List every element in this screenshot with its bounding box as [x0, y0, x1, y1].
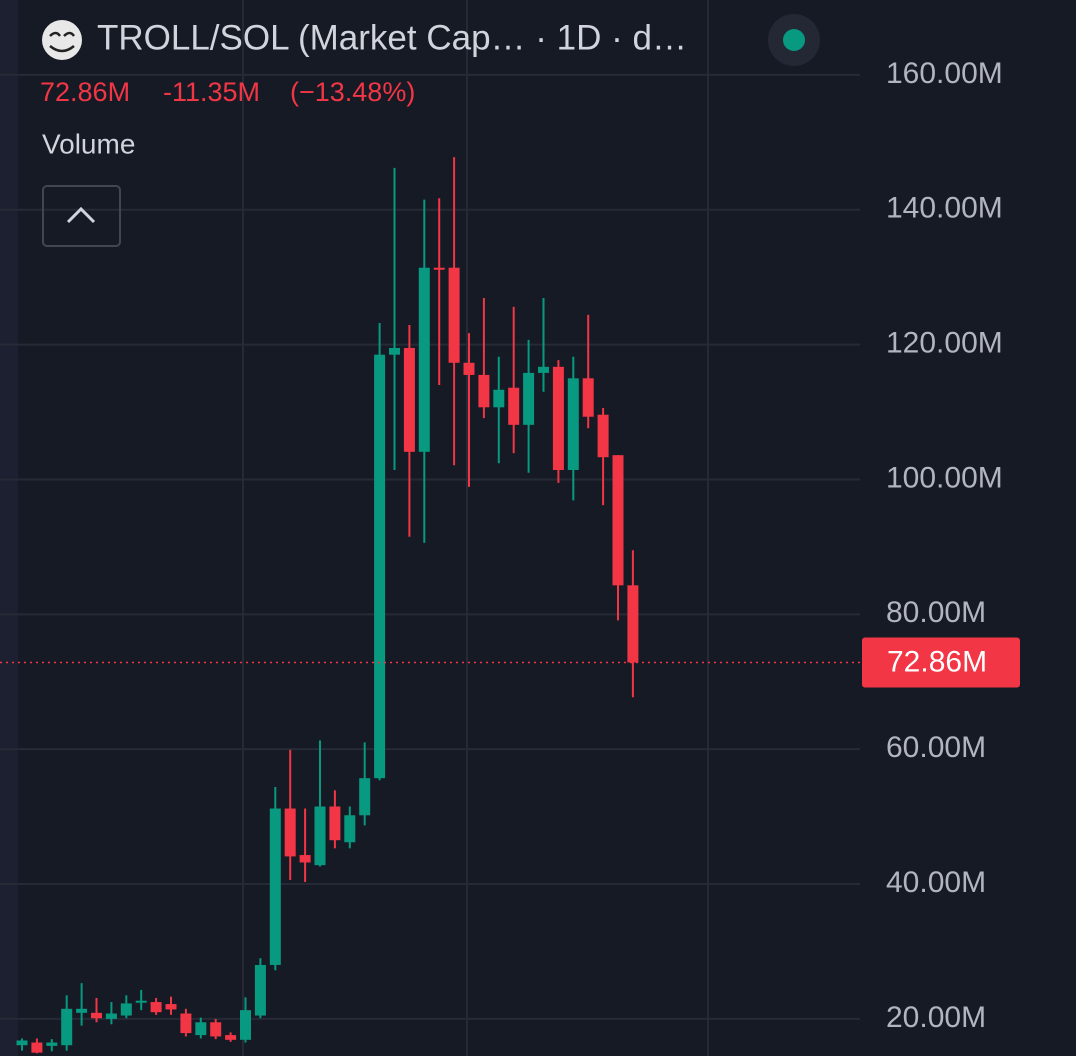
candle-body [254, 964, 266, 1016]
y-tick-label: 40.00M [886, 866, 986, 899]
candle-body [165, 1004, 177, 1010]
candle-body [91, 1012, 102, 1019]
candle-body [180, 1013, 192, 1034]
candle-body [195, 1022, 207, 1036]
candle-body [46, 1042, 58, 1046]
symbol-icon [42, 20, 82, 60]
candle-body [389, 347, 400, 355]
left-strip [0, 0, 18, 1056]
candle-body [135, 1000, 147, 1003]
grid [0, 73, 860, 1020]
overlay: 72.86M [0, 637, 1020, 688]
y-tick-label: 60.00M [886, 731, 986, 764]
chevron-up [66, 206, 96, 224]
candle-body [16, 1040, 28, 1046]
candle-body [478, 374, 490, 408]
candle-body [493, 389, 505, 408]
candle-body [463, 362, 475, 375]
y-tick-label: 80.00M [886, 596, 986, 629]
last-price-label: 72.86M [887, 645, 987, 678]
candle-body [359, 778, 371, 816]
candle-body [612, 455, 624, 586]
candle-body [61, 1008, 73, 1046]
candle-body [344, 815, 356, 843]
candle-body [284, 808, 296, 857]
y-tick-label: 100.00M [886, 461, 1003, 494]
change: -11.35M [163, 77, 260, 107]
candle-body [329, 806, 341, 841]
candle-body [567, 378, 579, 471]
y-tick-label: 140.00M [886, 192, 1003, 225]
candle-body [538, 366, 549, 373]
candle-body [552, 366, 564, 471]
candle-body [374, 354, 386, 779]
chart-title: TROLL/SOL (Market Cap… · 1D · d… [97, 18, 687, 57]
candle-body [150, 1002, 162, 1013]
candle-body [508, 387, 520, 425]
collapse-button[interactable] [42, 185, 121, 247]
candle-body [627, 585, 639, 663]
candle-body [210, 1022, 222, 1037]
candle-body [433, 267, 445, 270]
candle-body [597, 414, 609, 458]
status-dot [783, 29, 805, 51]
y-tick-label: 160.00M [886, 57, 1003, 90]
candle-body [225, 1035, 237, 1040]
last-price-tag [862, 637, 1020, 688]
candle-body [76, 1008, 88, 1013]
candle-body [403, 347, 415, 452]
candle-body [314, 806, 326, 866]
candle-body [582, 378, 594, 417]
candle-body [523, 372, 535, 425]
candle-body [299, 855, 311, 863]
change-percent: (−13.48%) [290, 77, 415, 107]
candle-body [105, 1013, 117, 1019]
candle-body [240, 1010, 251, 1040]
candle-body [448, 267, 460, 363]
candle-body [418, 267, 430, 452]
candles [16, 157, 639, 1054]
candle-body [31, 1042, 43, 1053]
symbol-icon-face [49, 31, 76, 53]
indicator-label: Volume [42, 128, 135, 159]
candle-body [120, 1003, 132, 1016]
candle-body [269, 808, 281, 965]
y-tick-label: 120.00M [886, 327, 1003, 360]
y-tick-label: 20.00M [886, 1001, 986, 1034]
last-value: 72.86M [40, 77, 130, 107]
